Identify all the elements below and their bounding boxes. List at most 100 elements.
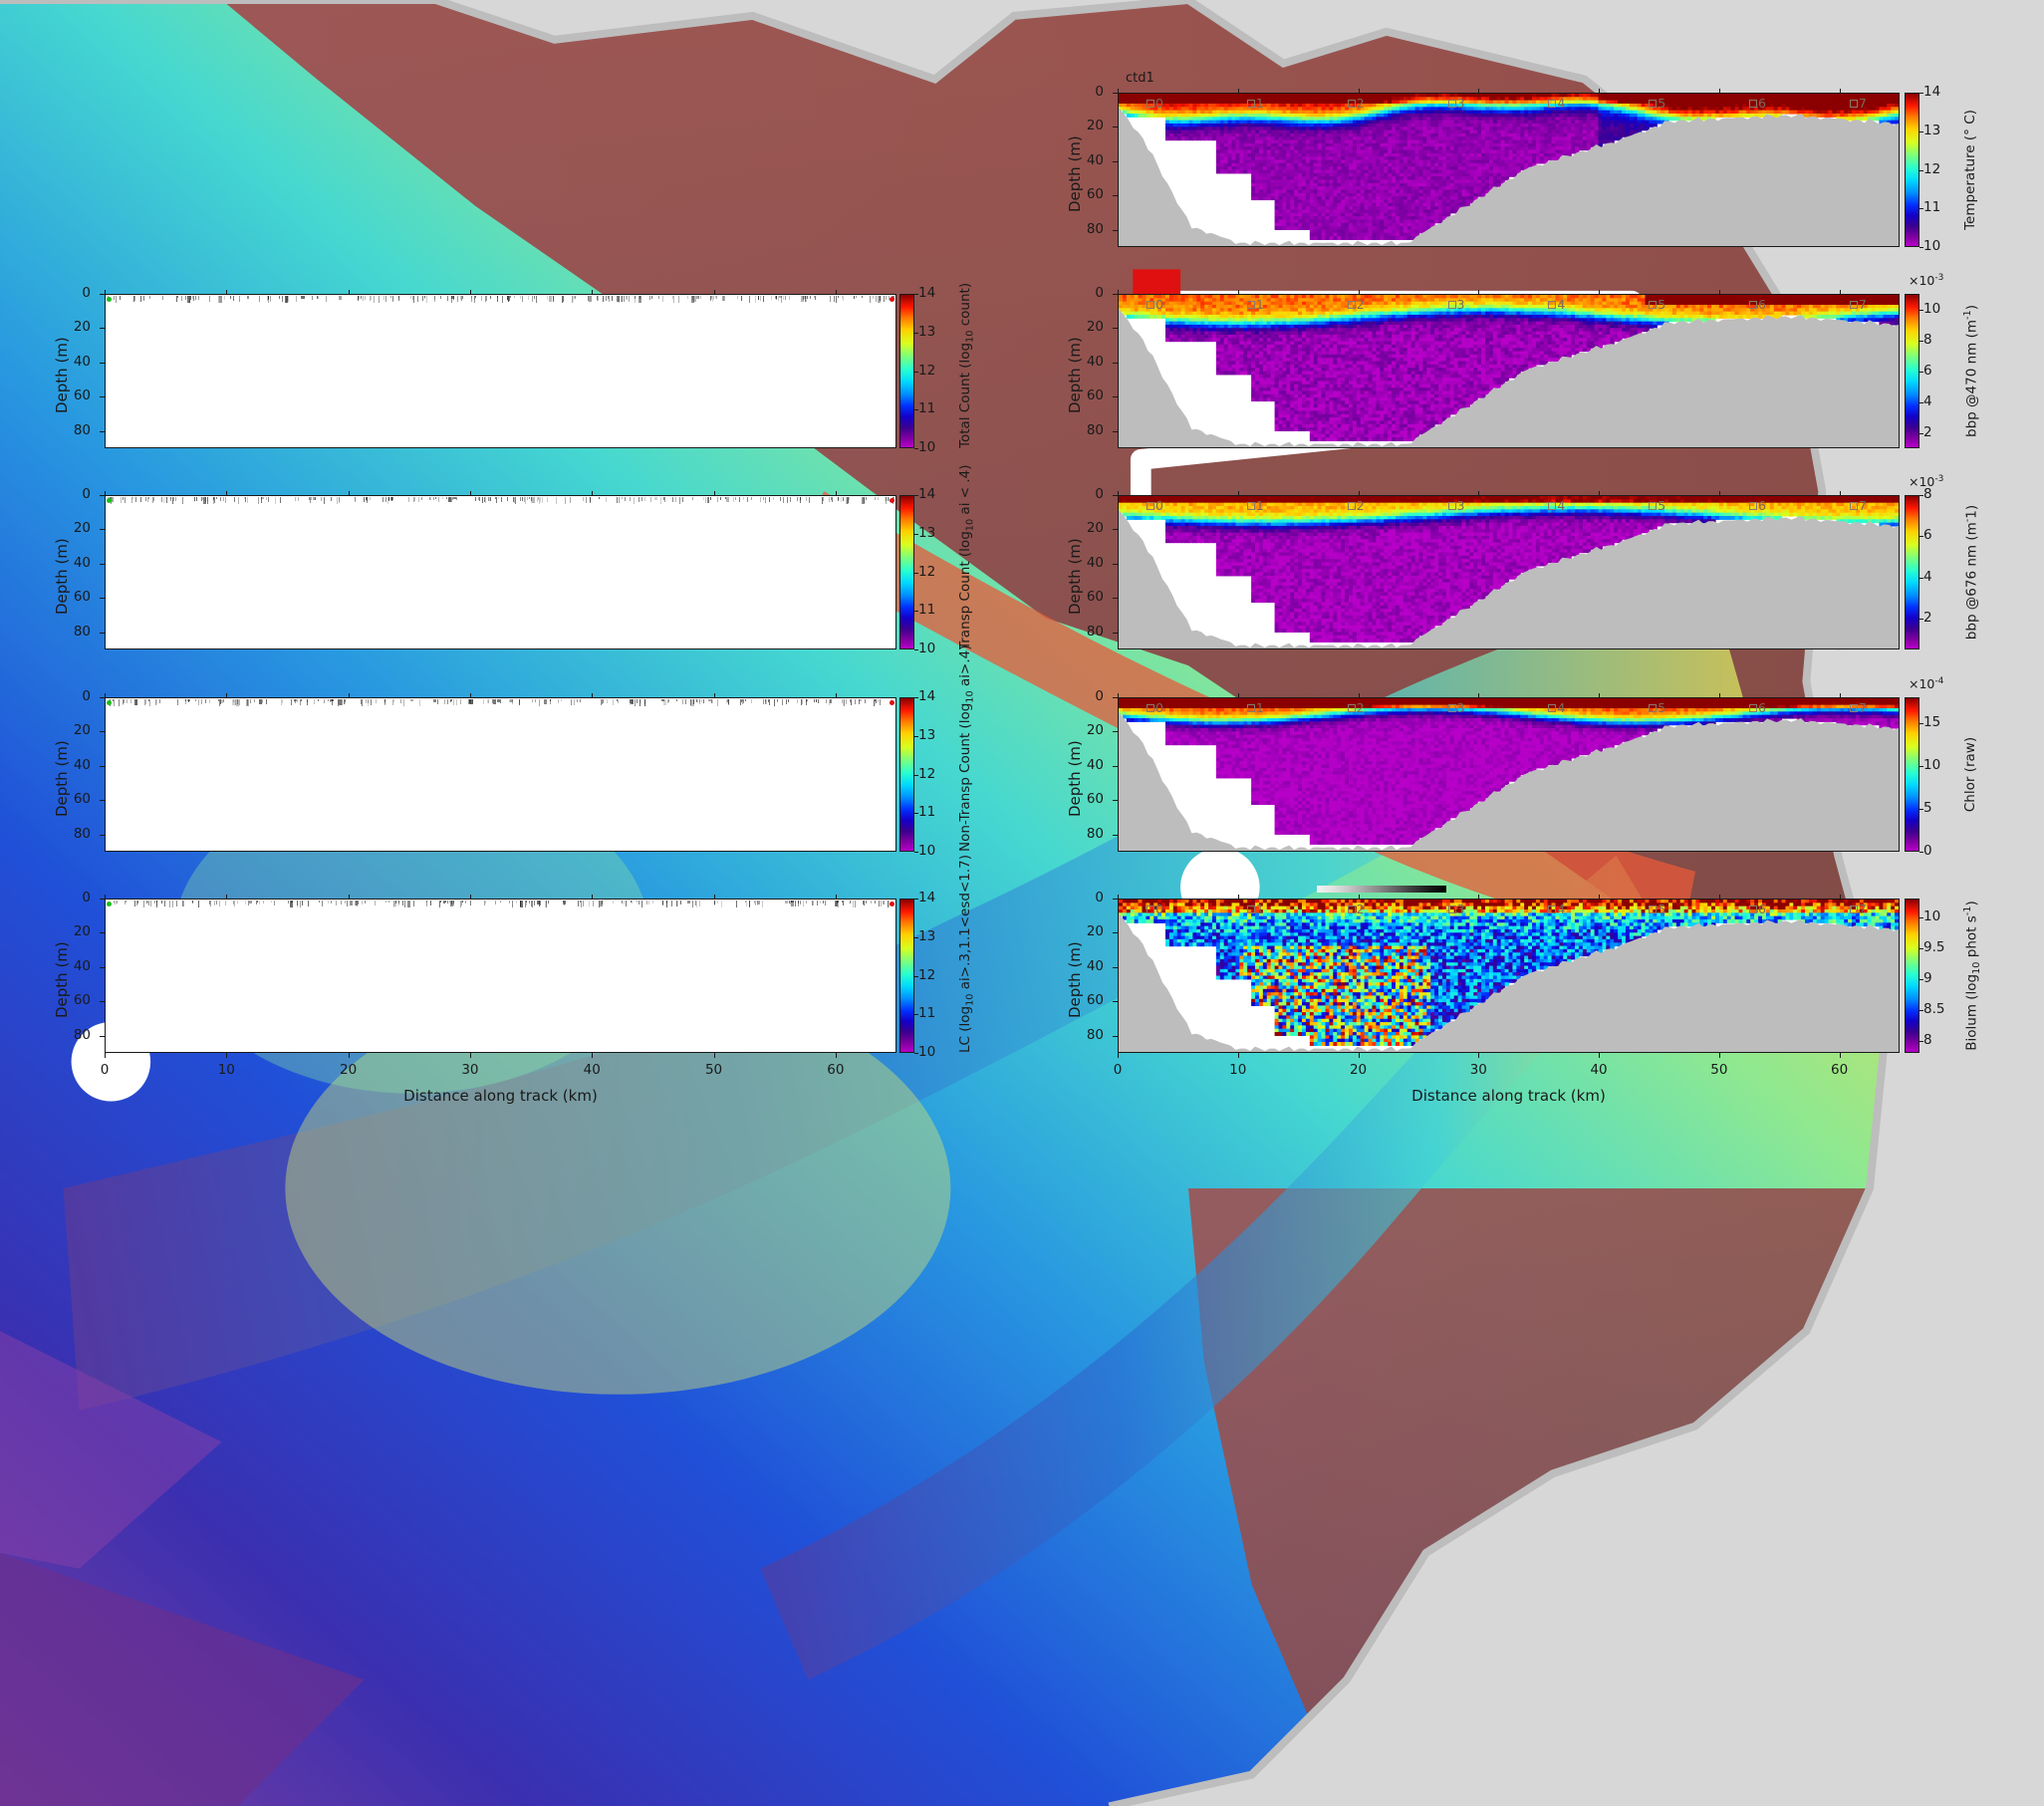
sample-tick bbox=[617, 497, 618, 503]
panel-total-count[interactable] bbox=[105, 294, 896, 448]
station-marker-box bbox=[1548, 905, 1556, 913]
sample-tick bbox=[300, 901, 301, 907]
sample-tick bbox=[150, 901, 151, 906]
x-tick-mark-top bbox=[349, 491, 350, 495]
x-tick-mark-top bbox=[105, 895, 106, 899]
sample-tick bbox=[583, 901, 584, 906]
colorbar-tick-label: 10 bbox=[918, 1044, 935, 1060]
colorbar-bioluminescence[interactable] bbox=[1905, 899, 1919, 1053]
sample-tick bbox=[188, 699, 189, 702]
y-tick-mark bbox=[1113, 1036, 1118, 1037]
station-marker-box bbox=[1749, 301, 1757, 309]
colorbar-transp-count[interactable] bbox=[899, 495, 914, 649]
x-tick-mark-top bbox=[349, 895, 350, 899]
day-night-bar bbox=[1317, 886, 1446, 893]
sample-tick bbox=[125, 497, 126, 503]
section-raster bbox=[1119, 698, 1899, 851]
colorbar-bbp-676[interactable] bbox=[1905, 495, 1919, 649]
x-tick-mark-top bbox=[1840, 895, 1841, 899]
x-tick-mark-top bbox=[592, 491, 593, 495]
sample-tick bbox=[193, 296, 194, 301]
sample-tick bbox=[419, 699, 420, 706]
colorbar-tick-label: 6 bbox=[1923, 527, 1932, 543]
sample-tick bbox=[219, 699, 220, 706]
x-tick-mark-top bbox=[1599, 89, 1600, 93]
sample-tick bbox=[282, 699, 283, 703]
x-tick-mark-top bbox=[1118, 89, 1119, 93]
colorbar-chlorophyll[interactable] bbox=[1905, 697, 1919, 852]
panel-temperature[interactable] bbox=[1118, 93, 1900, 247]
colorbar-label-bbp-470: bbp @470 nm (m-1) bbox=[1962, 294, 1980, 448]
sample-tick bbox=[717, 901, 718, 903]
x-tick-label: 0 bbox=[1114, 1062, 1123, 1078]
y-tick-mark bbox=[100, 564, 105, 565]
panel-bioluminescence[interactable] bbox=[1118, 899, 1900, 1053]
colorbar-total-count[interactable] bbox=[899, 294, 914, 448]
sample-tick bbox=[342, 699, 343, 705]
sample-tick bbox=[230, 296, 231, 299]
sample-tick bbox=[626, 296, 627, 299]
sample-tick bbox=[453, 497, 456, 499]
sample-tick bbox=[328, 901, 329, 903]
sample-tick bbox=[403, 699, 404, 706]
sample-tick bbox=[846, 699, 847, 704]
sample-tick bbox=[862, 497, 865, 504]
sample-tick bbox=[237, 901, 238, 903]
sample-tick bbox=[119, 699, 120, 706]
sample-tick bbox=[760, 296, 761, 301]
colorbar-temperature[interactable] bbox=[1905, 93, 1919, 247]
sample-tick bbox=[710, 497, 711, 500]
colorbar-tick-label: 11 bbox=[918, 602, 935, 618]
sample-tick bbox=[280, 497, 281, 503]
sample-tick bbox=[825, 901, 826, 905]
sample-tick bbox=[797, 497, 798, 501]
panel-transp-count[interactable] bbox=[105, 495, 896, 649]
y-tick-mark bbox=[100, 899, 105, 900]
sample-tick bbox=[223, 699, 224, 702]
sample-tick bbox=[851, 699, 852, 705]
sample-tick bbox=[534, 296, 535, 299]
sample-tick bbox=[755, 296, 756, 303]
sample-tick bbox=[692, 497, 693, 500]
sample-tick bbox=[134, 296, 135, 301]
sample-tick bbox=[481, 296, 482, 301]
sample-tick bbox=[542, 497, 543, 503]
sample-tick bbox=[728, 699, 729, 704]
sample-tick bbox=[695, 901, 696, 905]
panel-chlorophyll[interactable] bbox=[1118, 697, 1900, 852]
station-marker-label: 3 bbox=[1457, 700, 1465, 715]
station-marker-label: 0 bbox=[1155, 297, 1163, 312]
colorbar-tick-label: 13 bbox=[918, 928, 935, 944]
sample-tick bbox=[519, 699, 520, 704]
bathymetry-map-inset[interactable] bbox=[0, 0, 259, 229]
sample-tick bbox=[216, 901, 217, 904]
sample-tick bbox=[843, 497, 844, 501]
sample-tick bbox=[113, 699, 114, 701]
colorbar-tick-label: 13 bbox=[1923, 123, 1940, 138]
sample-tick bbox=[207, 497, 208, 501]
panel-bbp-470[interactable] bbox=[1118, 294, 1900, 448]
sample-tick bbox=[520, 497, 521, 501]
track-end-dot bbox=[890, 297, 894, 302]
colorbar-large-copepod-count[interactable] bbox=[899, 899, 914, 1053]
colorbar-non-transp-count[interactable] bbox=[899, 697, 914, 852]
colorbar-exponent-bbp-676: ×10-3 bbox=[1909, 474, 1943, 489]
sample-tick bbox=[539, 901, 540, 906]
sample-tick bbox=[785, 296, 786, 300]
sample-tick bbox=[318, 699, 319, 701]
station-marker-label: 7 bbox=[1859, 498, 1867, 513]
sample-tick bbox=[326, 296, 327, 302]
station-marker-box bbox=[1147, 301, 1154, 309]
sample-tick bbox=[509, 901, 510, 903]
station-marker-box bbox=[1247, 905, 1255, 913]
panel-large-copepod-count[interactable] bbox=[105, 899, 896, 1053]
panel-bbp-676[interactable] bbox=[1118, 495, 1900, 649]
sample-tick bbox=[114, 296, 115, 300]
panel-non-transp-count[interactable] bbox=[105, 697, 896, 852]
station-marker-box bbox=[1448, 502, 1456, 510]
sample-tick bbox=[886, 296, 887, 300]
colorbar-bbp-470[interactable] bbox=[1905, 294, 1919, 448]
sample-tick bbox=[864, 901, 865, 905]
sample-tick bbox=[826, 699, 827, 703]
y-tick-mark bbox=[1113, 328, 1118, 329]
